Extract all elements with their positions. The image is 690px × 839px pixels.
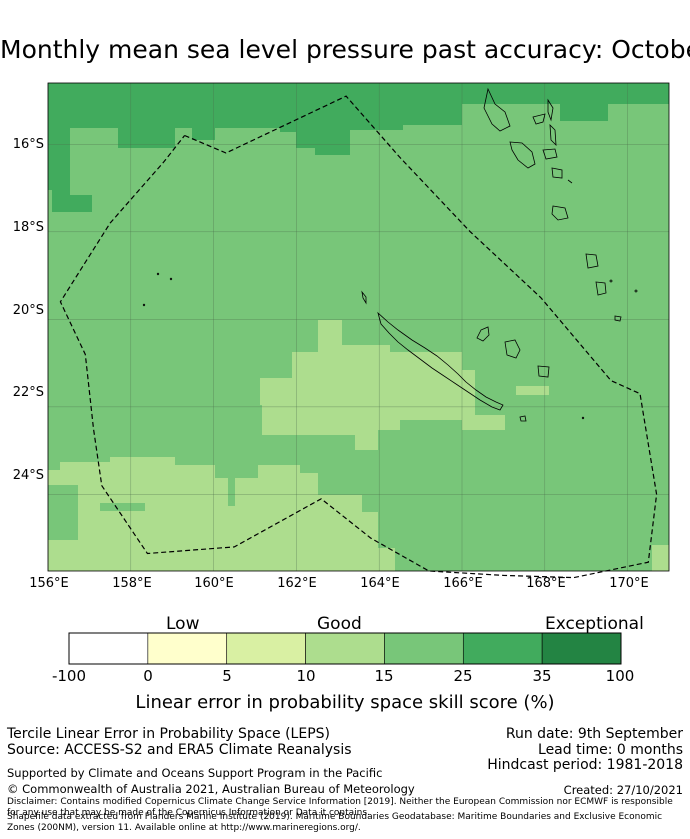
ambrym-island — [542, 148, 558, 160]
colorbar-cells — [68, 632, 622, 665]
run-date-text: Run date: 9th September — [505, 726, 683, 742]
reef-islet-3 — [142, 303, 146, 307]
colorbar-tick: 0 — [143, 667, 153, 685]
lat-label: 20°S — [12, 303, 44, 318]
colorbar-cell — [384, 632, 464, 665]
skill-patch-south — [100, 503, 145, 511]
espiritu-santo — [483, 87, 511, 132]
lat-label: 16°S — [12, 137, 44, 152]
walpole-island — [581, 416, 585, 420]
hindcast-text: Hindcast period: 1981-2018 — [487, 757, 683, 773]
erromango-island — [585, 253, 599, 269]
colorbar-label: Linear error in probability space skill … — [135, 692, 555, 713]
lat-label: 24°S — [12, 468, 44, 483]
coastlines — [142, 87, 638, 422]
isle-of-pines — [519, 415, 527, 422]
lat-label: 18°S — [12, 220, 44, 235]
colorbar-tick: 5 — [222, 667, 232, 685]
colorbar-tick: 100 — [605, 667, 635, 685]
maewo-island — [547, 98, 554, 122]
tanna-island — [595, 281, 607, 296]
skill-patch-southwest — [48, 485, 78, 540]
lon-label: 168°E — [526, 576, 566, 591]
aneityum-island — [614, 315, 622, 322]
lon-label: 166°E — [443, 576, 483, 591]
skill-region-central — [260, 320, 505, 450]
skill-region-west — [48, 146, 92, 212]
colorbar — [68, 632, 622, 665]
lon-label: 156°E — [29, 576, 69, 591]
skill-region-south — [48, 457, 378, 571]
lead-time-text: Lead time: 0 months — [538, 742, 683, 758]
skill-patch-east — [516, 386, 549, 395]
belep-islands — [361, 290, 367, 305]
lat-label: 22°S — [12, 385, 44, 400]
colorbar-frame — [68, 632, 622, 665]
aniwa-island — [609, 279, 613, 283]
colorbar-category-good: Good — [317, 614, 362, 634]
disclaimer-text: Disclaimer: Contains modified Copernicus… — [7, 797, 673, 818]
ambae-island — [532, 113, 546, 125]
pentecost-island — [549, 123, 557, 147]
new-caledonia-mainland — [377, 311, 504, 411]
lon-label: 160°E — [194, 576, 234, 591]
shapefile-text: Shapefile data extracted from Flanders M… — [7, 812, 663, 833]
colorbar-tick: 15 — [374, 667, 394, 685]
efate-island — [551, 205, 569, 221]
reef-islet-2 — [169, 277, 173, 281]
colorbar-category-exceptional: Exceptional — [545, 614, 644, 634]
colorbar-cell — [226, 632, 306, 665]
skill-region-south-2 — [292, 520, 395, 571]
lifou-island — [504, 339, 521, 359]
colorbar-cell — [462, 632, 543, 665]
method-text: Tercile Linear Error in Probability Spac… — [7, 726, 330, 742]
lon-label: 158°E — [112, 576, 152, 591]
epi-island — [551, 167, 563, 179]
chart-title: Monthly mean sea level pressure past acc… — [0, 35, 690, 64]
skill-field — [48, 83, 669, 571]
colorbar-tick: 25 — [453, 667, 473, 685]
shepherd-islands — [567, 179, 573, 184]
colorbar-tick: 10 — [296, 667, 316, 685]
colorbar-cell — [541, 632, 622, 665]
source-text: Source: ACCESS-S2 and ERA5 Climate Reana… — [7, 742, 352, 758]
colorbar-category-low: Low — [166, 614, 200, 634]
colorbar-cell — [147, 632, 228, 665]
skill-patch-south-3 — [228, 478, 235, 506]
colorbar-tick: 35 — [532, 667, 552, 685]
colorbar-cell — [305, 632, 385, 665]
lon-label: 164°E — [360, 576, 400, 591]
ouvea-island — [476, 326, 490, 342]
reef-islet-1 — [156, 272, 160, 276]
skill-region-north — [48, 83, 669, 155]
malekula-island — [509, 141, 536, 169]
support-text: Supported by Climate and Oceans Support … — [7, 766, 383, 780]
colorbar-tick: -100 — [51, 667, 87, 685]
created-text: Created: 27/10/2021 — [563, 783, 683, 797]
lon-label: 170°E — [609, 576, 649, 591]
eez-boundary — [59, 95, 658, 579]
copyright-text: © Commonwealth of Australia 2021, Austra… — [7, 782, 415, 796]
mare-island — [537, 365, 550, 378]
colorbar-cell — [68, 632, 149, 665]
map-frame — [47, 82, 670, 572]
futuna-island — [634, 289, 638, 293]
lon-label: 162°E — [277, 576, 317, 591]
skill-patch-southeast — [652, 545, 669, 571]
